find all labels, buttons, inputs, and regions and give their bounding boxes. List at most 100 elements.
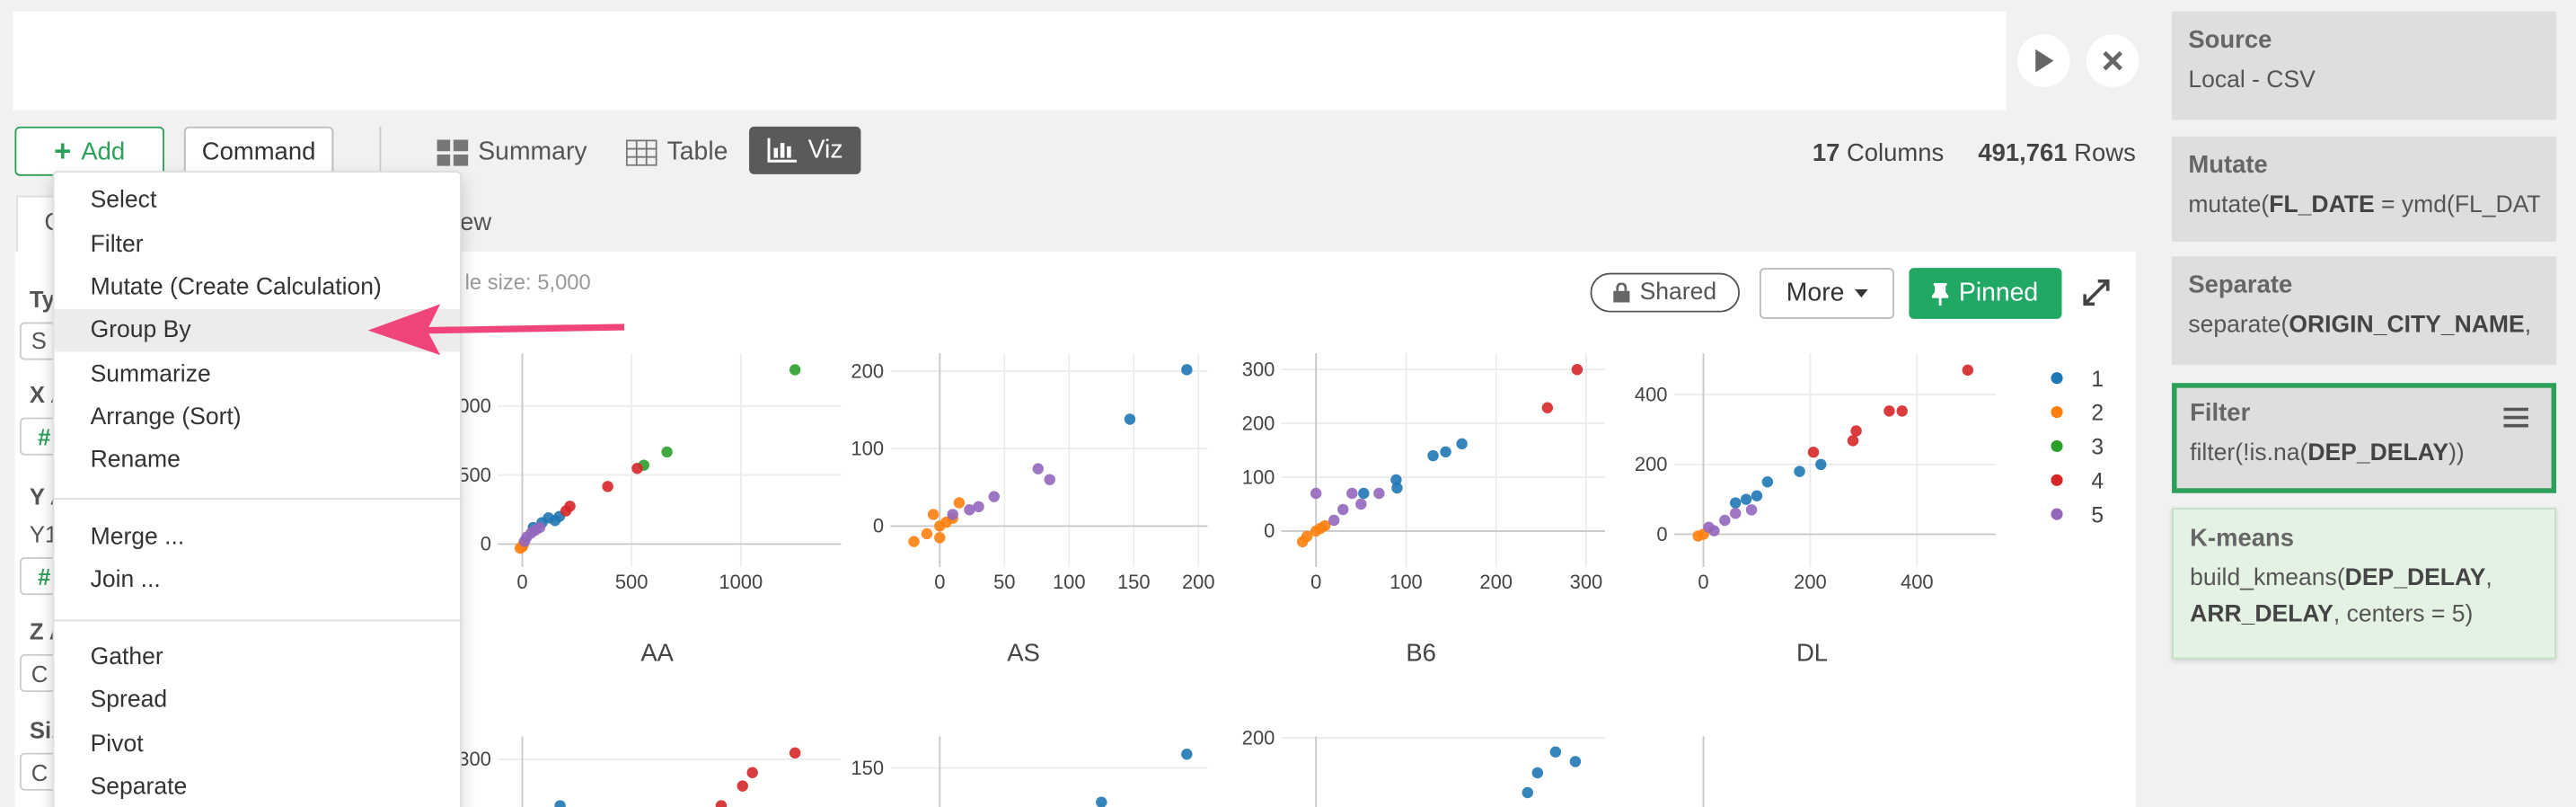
menu-item[interactable]: Mutate (Create Calculation) xyxy=(90,274,382,301)
point xyxy=(1310,487,1322,500)
y-tick-label: 400 xyxy=(1635,383,1668,405)
x-tick-label: 100 xyxy=(1053,571,1086,593)
y-tick-label: 300 xyxy=(1242,359,1275,381)
step-card[interactable]: Separate separate(ORIGIN_CITY_NAME, xyxy=(2172,256,2557,366)
menu-item[interactable]: Summarize xyxy=(90,361,211,388)
menu-item[interactable]: Filter xyxy=(90,231,144,259)
menu-item[interactable]: Join ... xyxy=(90,567,161,594)
facet-title: AS xyxy=(1007,638,1040,666)
code-text: separate( xyxy=(2188,312,2289,339)
point xyxy=(988,491,1001,502)
point xyxy=(715,800,728,807)
legend-swatch xyxy=(2051,439,2063,452)
menu-item[interactable]: Arrange (Sort) xyxy=(90,404,242,431)
step-card[interactable]: Source Local - CSV xyxy=(2172,11,2557,120)
command-input[interactable] xyxy=(13,11,2007,111)
x-tick-label: 200 xyxy=(1182,571,1215,593)
menu-icon[interactable] xyxy=(2503,407,2528,428)
shared-button[interactable]: Shared xyxy=(1590,272,1740,313)
point xyxy=(908,536,920,547)
y-tick-label: 200 xyxy=(851,359,884,382)
point xyxy=(1181,364,1193,376)
step-title: Separate xyxy=(2188,270,2293,299)
legend-swatch xyxy=(2051,474,2063,486)
step-title: Source xyxy=(2188,26,2272,55)
step-body: separate(ORIGIN_CITY_NAME, xyxy=(2188,307,2539,343)
step-body: mutate(FL_DATE = ymd(FL_DAT xyxy=(2188,188,2539,224)
facet-title: B6 xyxy=(1406,638,1436,666)
x-tick-label: 0 xyxy=(516,571,527,593)
table-label: Table xyxy=(666,137,728,166)
menu-item[interactable]: Pivot xyxy=(90,731,144,758)
point xyxy=(1391,482,1403,494)
point xyxy=(1549,746,1562,758)
code-bold: DEP_DELAY xyxy=(2344,565,2486,592)
menu-item[interactable]: Rename xyxy=(90,447,181,474)
pinned-button[interactable]: Pinned xyxy=(1909,268,2062,319)
point xyxy=(1896,405,1908,417)
table-tab[interactable]: Table xyxy=(625,135,728,171)
point xyxy=(1427,449,1439,462)
summary-icon xyxy=(437,139,469,166)
menu-item[interactable]: Spread xyxy=(90,687,168,714)
columns-count: 17 xyxy=(1812,139,1840,168)
code-text: )) xyxy=(2448,440,2465,467)
point xyxy=(1346,487,1358,500)
code-text: = ymd(FL_DAT xyxy=(2374,192,2540,219)
step-card[interactable]: K-means build_kmeans(DEP_DELAY, ARR_DELAY… xyxy=(2172,508,2557,660)
viz-tab[interactable]: Viz xyxy=(749,126,861,174)
point xyxy=(789,364,801,376)
y-tick-label: 100 xyxy=(1242,466,1275,488)
point xyxy=(1569,756,1582,767)
point xyxy=(1373,487,1385,500)
close-icon xyxy=(2103,50,2123,71)
divider xyxy=(379,126,382,176)
facet-title: AA xyxy=(640,638,674,666)
dataset-stats: 17 Columns 491,761 Rows xyxy=(1813,139,2136,167)
point xyxy=(554,800,566,807)
y-tick-label: 150 xyxy=(851,757,884,779)
add-button[interactable]: + Add xyxy=(14,126,164,176)
point xyxy=(543,511,554,524)
more-button[interactable]: More xyxy=(1759,268,1894,319)
x-tick-label: 200 xyxy=(1479,571,1513,593)
point xyxy=(1531,767,1544,779)
expand-button[interactable] xyxy=(2083,279,2110,306)
step-card[interactable]: Filter filter(!is.na(DEP_DELAY)) xyxy=(2172,383,2557,493)
point xyxy=(1541,402,1554,413)
legend-label: 1 xyxy=(2091,368,2104,392)
menu-item[interactable]: Separate xyxy=(90,774,188,801)
y-tick-label: 300 xyxy=(458,748,491,770)
point xyxy=(518,536,531,547)
command-button[interactable]: Command xyxy=(183,126,334,176)
type-icon: # xyxy=(38,563,51,590)
point xyxy=(1847,435,1859,447)
input-text: C xyxy=(31,759,49,786)
point xyxy=(1044,474,1055,485)
step-title: Mutate xyxy=(2188,151,2268,180)
point xyxy=(953,497,966,509)
menu-divider xyxy=(54,498,461,501)
y-tick-label: 200 xyxy=(1242,727,1275,749)
rows-count: 491,761 xyxy=(1978,139,2068,168)
pinned-label: Pinned xyxy=(1958,279,2039,307)
step-card[interactable]: Mutate mutate(FL_DATE = ymd(FL_DAT xyxy=(2172,136,2557,242)
code-bold: FL_DATE xyxy=(2269,192,2375,219)
summary-tab[interactable]: Summary xyxy=(437,135,587,171)
x-tick-label: 0 xyxy=(1698,571,1708,593)
x-tick-label: 0 xyxy=(1310,571,1321,593)
point xyxy=(1181,749,1193,760)
point xyxy=(1571,364,1584,376)
menu-item[interactable]: Merge ... xyxy=(90,524,185,551)
x-tick-label: 100 xyxy=(1389,571,1423,593)
plus-icon: + xyxy=(54,134,72,167)
point xyxy=(631,462,643,474)
menu-item[interactable]: Select xyxy=(90,187,157,214)
step-body: Local - CSV xyxy=(2188,63,2539,99)
point xyxy=(1850,425,1862,437)
step-body: filter(!is.na(DEP_DELAY)) xyxy=(2190,436,2538,472)
menu-item[interactable]: Gather xyxy=(90,643,163,671)
legend-swatch xyxy=(2051,372,2063,385)
